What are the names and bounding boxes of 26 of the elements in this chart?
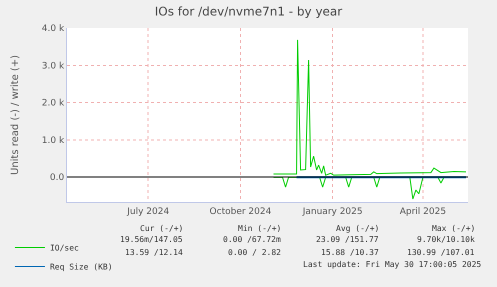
text: Min (-/+): [238, 224, 282, 233]
text: 15.88 /10.37: [321, 248, 379, 257]
text: Max (-/+): [432, 224, 476, 233]
legend-label: IO/sec: [50, 244, 80, 253]
text: Avg (-/+): [336, 224, 380, 233]
text: 13.59 /12.14: [125, 248, 183, 257]
y-tick-label: 3.0 k: [42, 61, 65, 72]
text: 9.70k/10.10k: [417, 235, 475, 244]
legend-label: Req Size (KB): [50, 262, 113, 272]
x-tick-label: January 2025: [302, 206, 363, 217]
text: Last update: Fri May 30 17:00:05 2025: [303, 260, 482, 269]
text: 19.56m/147.05: [120, 235, 183, 244]
x-tick-label: July 2024: [126, 206, 170, 217]
y-axis-title: Units read (-) / write (+): [10, 54, 21, 175]
text: 23.09 /151.77: [316, 235, 379, 244]
chart-title: IOs for /dev/nvme7n1 - by year: [154, 4, 342, 18]
text: 0.00 /67.72m: [223, 235, 281, 244]
text: 0.00 / 2.82: [228, 248, 282, 257]
y-tick-label: 0.0: [50, 173, 64, 184]
x-tick-label: April 2025: [400, 206, 446, 217]
y-tick-label: 1.0 k: [42, 136, 65, 146]
y-tick-label: 2.0 k: [42, 98, 65, 109]
y-tick-label: 4.0 k: [42, 24, 65, 34]
text: 130.99 /107.01: [407, 248, 475, 257]
x-tick-label: October 2024: [210, 206, 272, 217]
text: Cur (-/+): [140, 224, 184, 233]
